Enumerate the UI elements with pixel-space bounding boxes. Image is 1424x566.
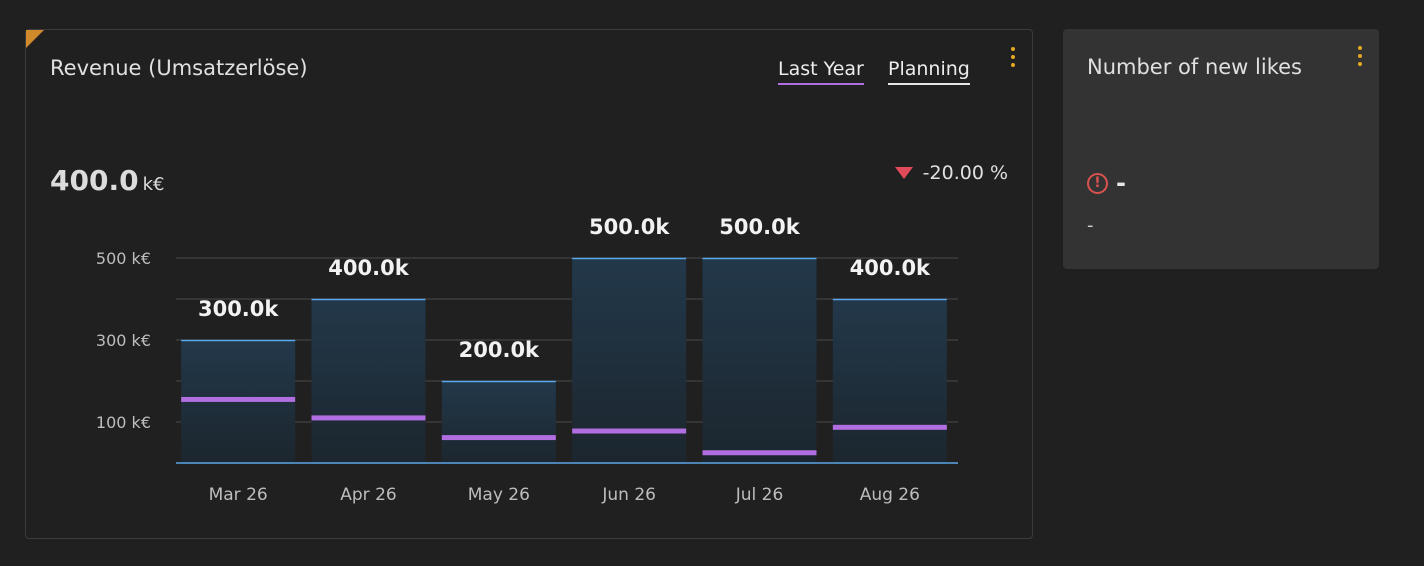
likes-card: Number of new likes ! - - bbox=[1063, 29, 1379, 269]
bar-planning bbox=[441, 381, 556, 463]
legend-planning[interactable]: Planning bbox=[888, 58, 970, 85]
data-label: 400.0k bbox=[328, 256, 409, 280]
kpi-delta: -20.00 % bbox=[894, 162, 1008, 184]
revenue-card: Revenue (Umsatzerlöse) Last Year Plannin… bbox=[25, 29, 1033, 539]
bar-planning bbox=[311, 299, 426, 463]
bar-last-year-marker bbox=[441, 435, 556, 441]
kpi-number: 400.0 bbox=[50, 164, 139, 197]
bar-planning bbox=[832, 299, 947, 463]
bar-last-year-marker bbox=[832, 424, 947, 430]
x-tick-label: Aug 26 bbox=[860, 485, 920, 505]
alert-circle-icon: ! bbox=[1087, 172, 1108, 194]
revenue-card-menu-button[interactable] bbox=[1010, 47, 1016, 71]
data-label: 500.0k bbox=[719, 215, 800, 239]
x-tick-label: May 26 bbox=[468, 485, 530, 505]
x-tick-label: Jun 26 bbox=[601, 485, 656, 505]
kebab-menu-icon bbox=[1358, 46, 1362, 50]
likes-subtext: - bbox=[1087, 215, 1094, 236]
data-label: 300.0k bbox=[198, 297, 279, 321]
kebab-menu-icon bbox=[1011, 47, 1015, 51]
bar-planning bbox=[702, 258, 817, 463]
y-tick-label: 300 k€ bbox=[96, 331, 151, 350]
likes-value-text: - bbox=[1116, 169, 1126, 197]
y-tick-label: 100 k€ bbox=[96, 413, 151, 432]
legend-last-year[interactable]: Last Year bbox=[778, 58, 864, 85]
likes-card-menu-button[interactable] bbox=[1357, 46, 1363, 70]
kpi-delta-text: -20.00 % bbox=[922, 162, 1008, 184]
data-label: 500.0k bbox=[589, 215, 670, 239]
likes-card-title: Number of new likes bbox=[1087, 55, 1302, 79]
bar-last-year-marker bbox=[311, 415, 426, 421]
x-tick-label: Apr 26 bbox=[340, 485, 396, 505]
revenue-card-title: Revenue (Umsatzerlöse) bbox=[50, 56, 308, 80]
bar-last-year-marker bbox=[702, 450, 817, 456]
bar-last-year-marker bbox=[181, 396, 296, 402]
data-label: 200.0k bbox=[459, 338, 540, 362]
kpi-unit: k€ bbox=[142, 174, 165, 195]
triangle-down-icon bbox=[894, 167, 913, 179]
x-tick-label: Mar 26 bbox=[209, 485, 268, 505]
x-tick-label: Jul 26 bbox=[735, 485, 784, 505]
corner-flag-icon bbox=[26, 30, 44, 48]
likes-value: ! - bbox=[1087, 169, 1126, 197]
bar-last-year-marker bbox=[572, 428, 687, 434]
y-tick-label: 500 k€ bbox=[96, 249, 151, 268]
revenue-bar-chart: 100 k€ 300 k€ 500 k€ 300.0k Mar 26 400.0k Apr … bbox=[96, 215, 958, 505]
data-label: 400.0k bbox=[850, 256, 931, 280]
kpi-value: 400.0 k€ bbox=[50, 164, 164, 197]
